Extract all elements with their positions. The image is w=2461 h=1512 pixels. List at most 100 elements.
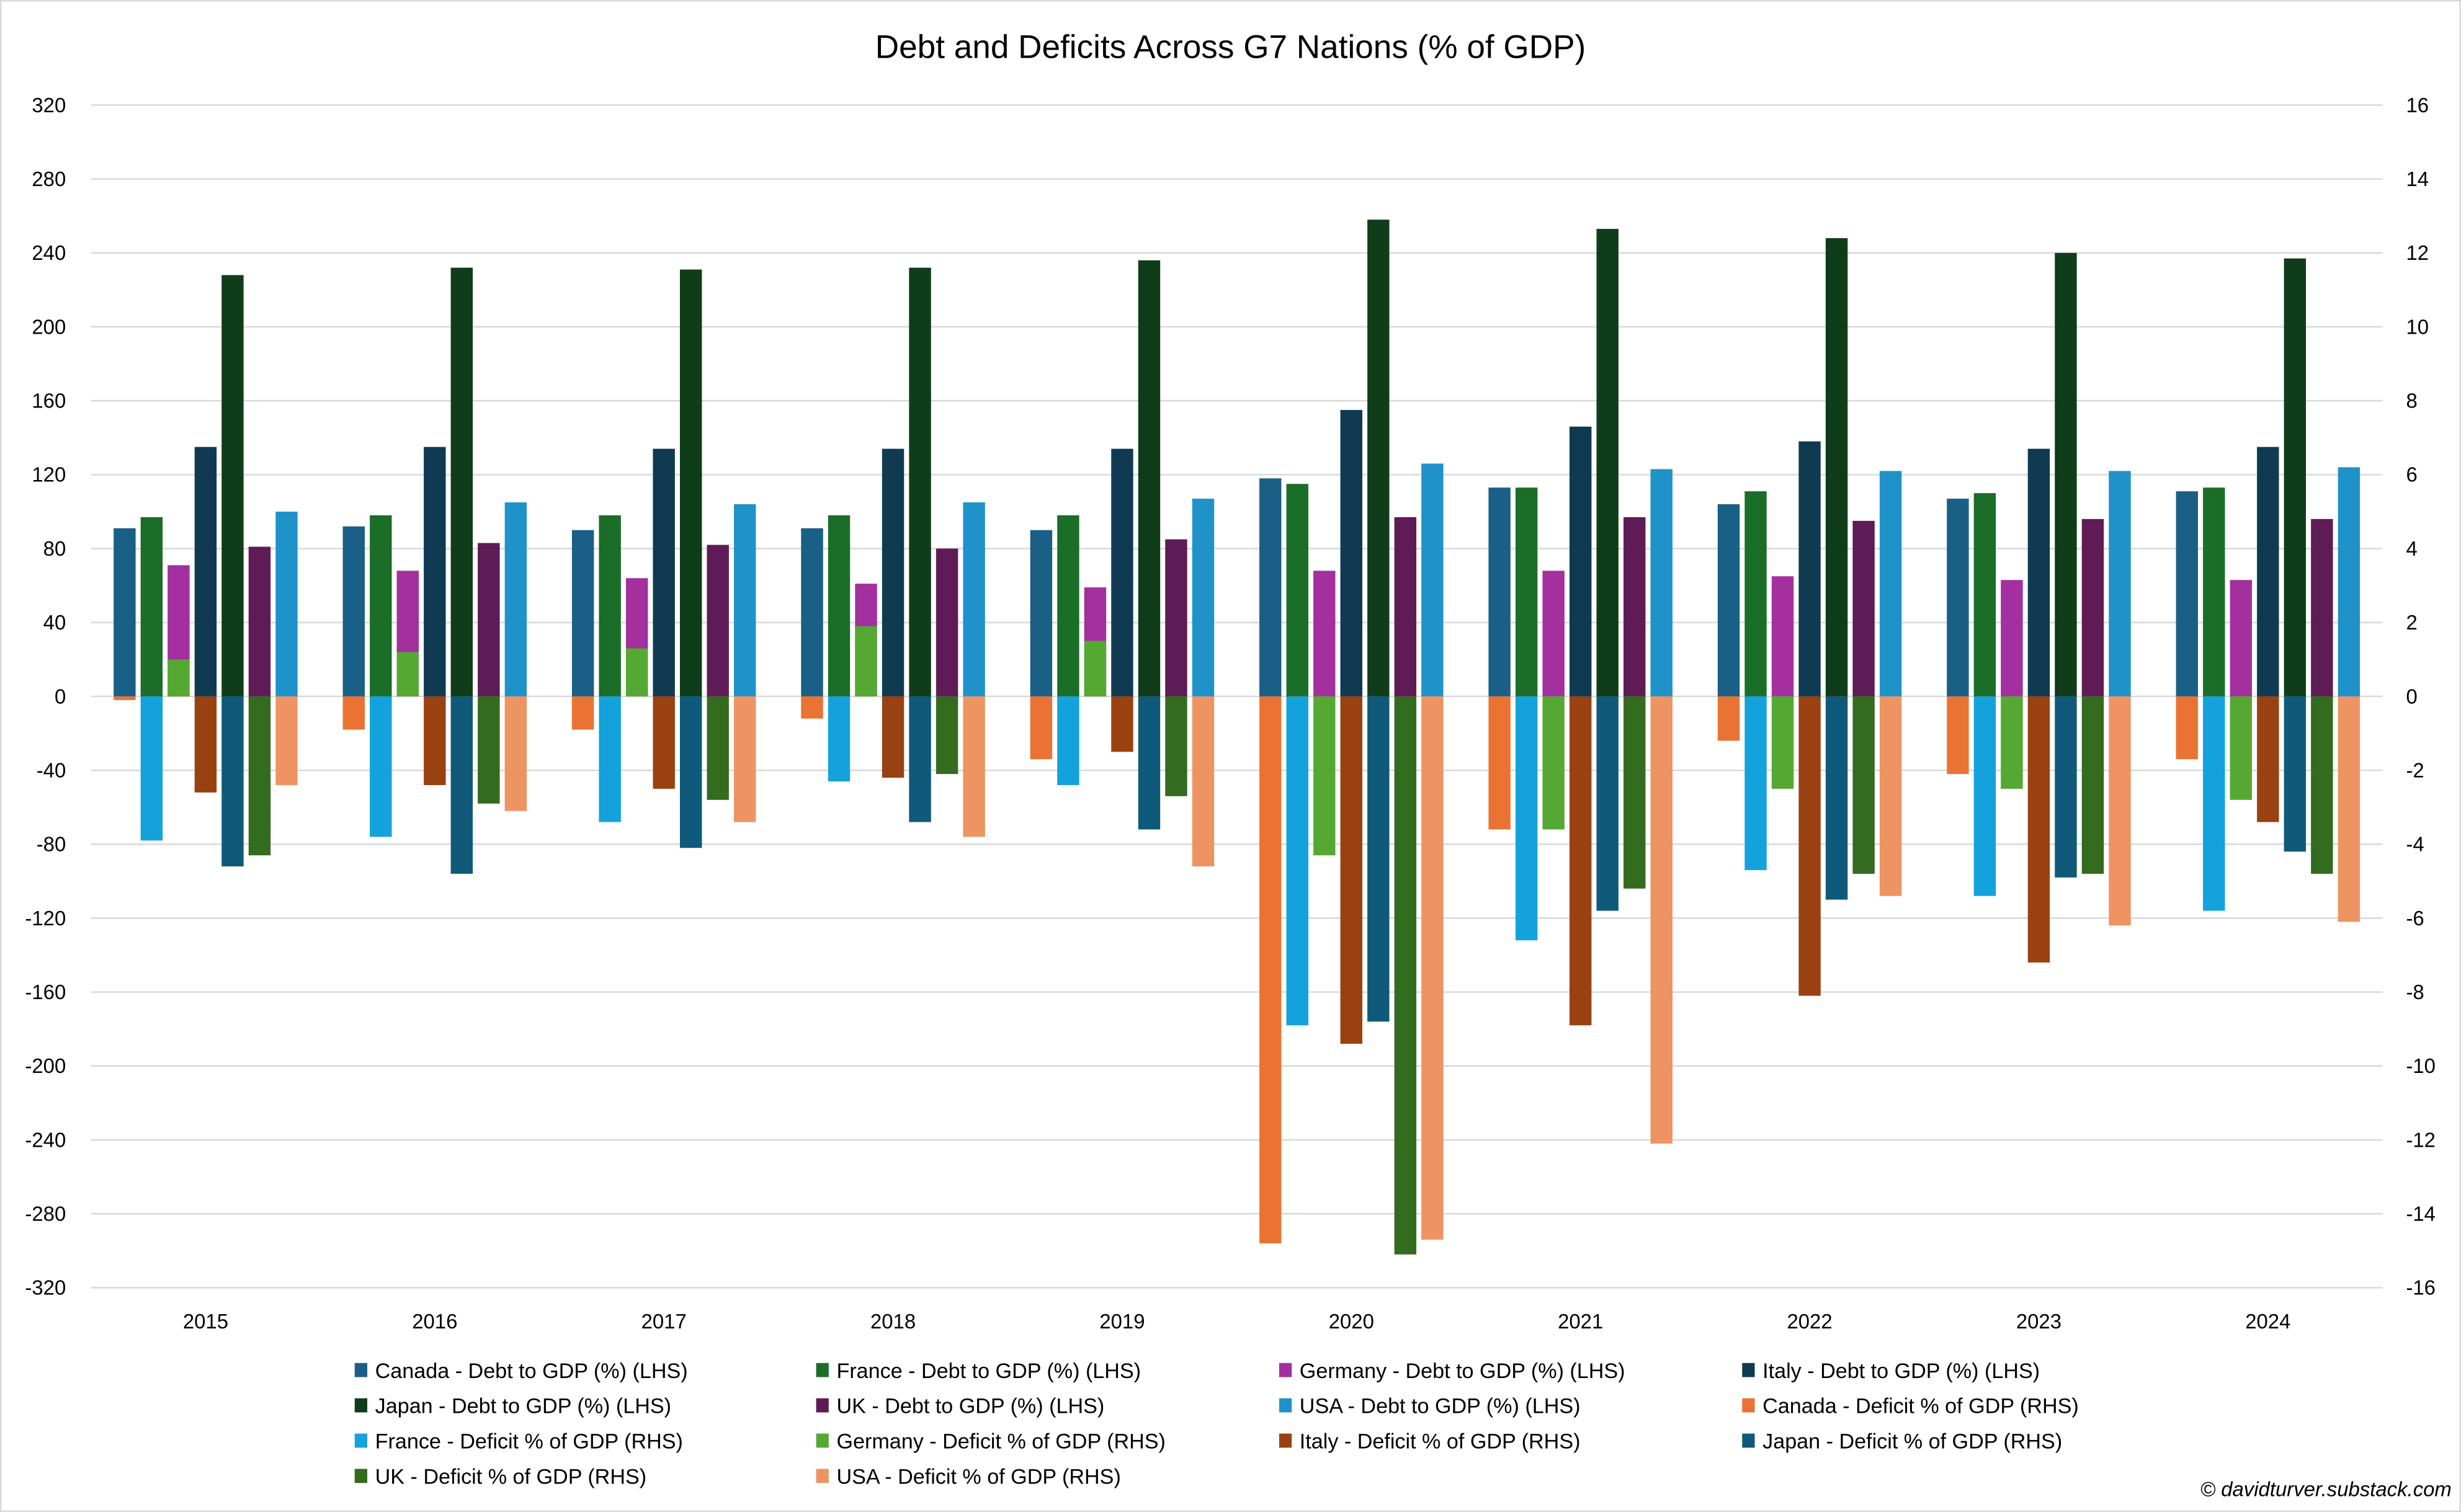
- bar-germany-deficit-2024: [2230, 696, 2253, 800]
- bar-canada-debt-2015: [114, 528, 136, 696]
- bar-france-debt-2024: [2203, 487, 2225, 696]
- bar-japan-deficit-2021: [1596, 696, 1619, 911]
- bar-japan-debt-2017: [679, 269, 702, 696]
- legend-swatch: [354, 1363, 368, 1377]
- legend-swatch: [354, 1398, 368, 1413]
- x-tick-label: 2020: [1329, 1310, 1374, 1333]
- bar-japan-deficit-2020: [1367, 696, 1390, 1022]
- bar-italy-debt-2017: [653, 448, 675, 696]
- bar-france-debt-2021: [1515, 487, 1538, 696]
- legend-label: Germany - Debt to GDP (%) (LHS): [1300, 1359, 1625, 1383]
- right-tick-label: 16: [2406, 94, 2429, 117]
- bar-usa-debt-2024: [2338, 467, 2361, 696]
- legend-label: USA - Deficit % of GDP (RHS): [836, 1465, 1120, 1488]
- bar-germany-debt-2024: [2230, 580, 2253, 696]
- legend-swatch: [1742, 1363, 1755, 1377]
- left-tick-label: -320: [25, 1276, 66, 1299]
- x-tick-label: 2015: [183, 1310, 228, 1333]
- bar-uk-debt-2017: [707, 545, 729, 696]
- legend-swatch: [816, 1398, 829, 1413]
- bar-canada-debt-2016: [342, 526, 365, 696]
- bar-italy-debt-2022: [1798, 441, 1821, 696]
- bar-italy-deficit-2023: [2027, 696, 2050, 963]
- bar-usa-deficit-2018: [963, 696, 985, 837]
- legend-swatch: [816, 1469, 829, 1483]
- bar-japan-debt-2019: [1138, 260, 1161, 696]
- bar-france-deficit-2016: [370, 696, 392, 837]
- bar-canada-deficit-2018: [801, 696, 823, 719]
- bar-italy-deficit-2022: [1798, 696, 1821, 996]
- bar-canada-deficit-2022: [1717, 696, 1740, 741]
- bar-canada-deficit-2015: [114, 696, 136, 700]
- legend-swatch: [816, 1433, 829, 1448]
- bar-france-deficit-2021: [1515, 696, 1538, 941]
- right-tick-label: 10: [2406, 315, 2429, 338]
- bar-uk-debt-2020: [1394, 517, 1417, 696]
- legend-label: Germany - Deficit % of GDP (RHS): [836, 1430, 1165, 1454]
- bar-japan-debt-2022: [1825, 238, 1848, 696]
- bar-uk-debt-2016: [478, 543, 500, 696]
- bar-italy-debt-2018: [882, 448, 904, 696]
- bar-canada-deficit-2024: [2176, 696, 2198, 760]
- bar-usa-debt-2023: [2109, 471, 2131, 696]
- left-tick-label: -80: [37, 833, 66, 856]
- bar-germany-deficit-2016: [396, 652, 419, 696]
- bar-canada-deficit-2017: [571, 696, 594, 730]
- bar-canada-deficit-2023: [1947, 696, 1969, 775]
- x-tick-label: 2023: [2016, 1310, 2061, 1333]
- bar-canada-deficit-2020: [1259, 696, 1282, 1243]
- bar-japan-deficit-2015: [221, 696, 244, 867]
- legend-label: Italy - Deficit % of GDP (RHS): [1300, 1430, 1581, 1454]
- legend-swatch: [354, 1469, 368, 1483]
- bar-uk-deficit-2024: [2311, 696, 2333, 874]
- bar-japan-debt-2024: [2284, 258, 2307, 696]
- bar-uk-deficit-2019: [1165, 696, 1187, 796]
- bar-france-deficit-2022: [1744, 696, 1767, 870]
- bar-france-deficit-2020: [1286, 696, 1308, 1026]
- bar-uk-deficit-2015: [248, 696, 271, 856]
- bar-canada-deficit-2019: [1030, 696, 1053, 760]
- bar-usa-debt-2015: [275, 511, 298, 696]
- bar-canada-debt-2018: [801, 528, 823, 696]
- bar-usa-deficit-2022: [1879, 696, 1902, 896]
- legend-label: UK - Debt to GDP (%) (LHS): [836, 1395, 1104, 1418]
- bar-france-deficit-2018: [828, 696, 851, 781]
- bar-japan-debt-2018: [909, 267, 931, 696]
- right-tick-label: -12: [2406, 1128, 2436, 1151]
- bar-usa-deficit-2016: [504, 696, 527, 811]
- legend-swatch: [1279, 1433, 1292, 1448]
- bar-france-deficit-2015: [140, 696, 163, 841]
- bar-uk-debt-2018: [936, 548, 958, 696]
- left-tick-label: 120: [32, 463, 66, 486]
- bar-france-debt-2023: [1973, 493, 1996, 696]
- left-tick-label: 200: [32, 315, 66, 338]
- bar-usa-debt-2021: [1650, 469, 1673, 696]
- legend-label: USA - Debt to GDP (%) (LHS): [1300, 1395, 1581, 1418]
- bar-usa-deficit-2020: [1421, 696, 1444, 1240]
- legend-label: Canada - Deficit % of GDP (RHS): [1762, 1395, 2079, 1418]
- bar-italy-debt-2016: [424, 447, 446, 696]
- bar-usa-debt-2017: [734, 504, 756, 696]
- right-tick-label: 2: [2406, 611, 2417, 634]
- bar-italy-debt-2015: [194, 447, 217, 696]
- bar-canada-debt-2017: [571, 530, 594, 696]
- bar-france-debt-2019: [1057, 515, 1079, 696]
- bar-italy-deficit-2015: [194, 696, 217, 793]
- x-tick-label: 2019: [1099, 1310, 1145, 1333]
- left-tick-label: 320: [32, 94, 66, 117]
- bar-italy-deficit-2016: [424, 696, 446, 785]
- right-tick-label: -4: [2406, 833, 2424, 856]
- bar-japan-deficit-2018: [909, 696, 931, 822]
- bar-germany-debt-2023: [2001, 580, 2023, 696]
- left-tick-label: 280: [32, 167, 66, 190]
- left-tick-label: 240: [32, 241, 66, 264]
- right-tick-label: 8: [2406, 389, 2417, 412]
- bar-usa-deficit-2023: [2109, 696, 2131, 926]
- bar-france-debt-2015: [140, 517, 163, 696]
- bar-italy-debt-2024: [2257, 447, 2279, 696]
- bar-canada-debt-2021: [1488, 487, 1511, 696]
- right-tick-label: 6: [2406, 463, 2417, 486]
- left-tick-label: 80: [43, 537, 66, 560]
- bar-uk-debt-2015: [248, 546, 271, 696]
